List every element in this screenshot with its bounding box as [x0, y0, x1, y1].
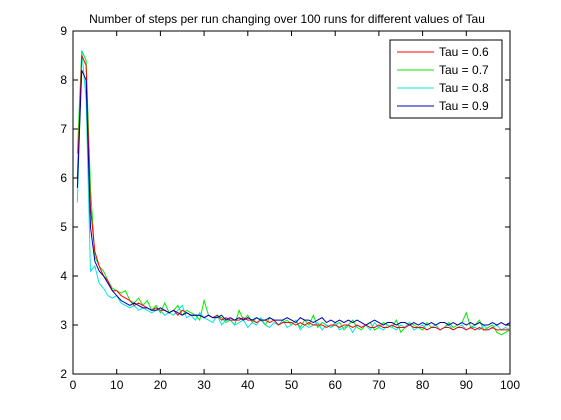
x-tick-label: 20 — [154, 378, 168, 392]
series-line-tau-0-9 — [76, 69, 511, 326]
legend-label: Tau = 0.7 — [439, 63, 489, 77]
series-line-tau-0-8 — [76, 50, 511, 334]
y-tick-label: 4 — [60, 269, 67, 283]
y-tick-label: 2 — [60, 367, 67, 381]
legend-label: Tau = 0.8 — [439, 81, 489, 95]
x-tick-label: 40 — [241, 378, 255, 392]
y-tick-label: 9 — [60, 24, 67, 38]
x-tick-label: 50 — [285, 378, 299, 392]
y-tick-label: 8 — [60, 73, 67, 87]
x-tick-label: 0 — [70, 378, 77, 392]
legend-label: Tau = 0.6 — [439, 45, 489, 59]
y-tick-label: 3 — [60, 318, 67, 332]
x-tick-label: 70 — [372, 378, 386, 392]
y-tick-label: 5 — [60, 220, 67, 234]
legend-label: Tau = 0.9 — [439, 99, 489, 113]
y-tick-label: 6 — [60, 171, 67, 185]
legend-box — [389, 39, 503, 119]
chart-title: Number of steps per run changing over 10… — [89, 12, 485, 26]
x-tick-label: 100 — [500, 378, 520, 392]
x-tick-label: 80 — [416, 378, 430, 392]
y-tick-label: 7 — [60, 122, 67, 136]
axis-ticks: 0 10 20 30 40 50 60 70 80 90 100 2 3 4 5 6 7 8 9 — [60, 24, 520, 392]
x-tick-label: 60 — [329, 378, 343, 392]
x-tick-label: 90 — [460, 378, 474, 392]
legend: Tau = 0.6 Tau = 0.7 Tau = 0.8 Tau = 0.9 — [389, 39, 503, 119]
x-tick-label: 30 — [197, 378, 211, 392]
x-tick-label: 10 — [110, 378, 124, 392]
series-layer — [76, 50, 511, 336]
